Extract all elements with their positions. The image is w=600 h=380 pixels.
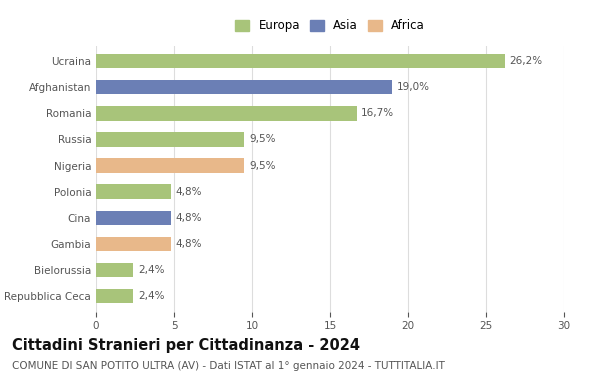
Bar bbox=[96, 106, 356, 120]
Bar bbox=[96, 263, 133, 277]
Text: 19,0%: 19,0% bbox=[397, 82, 430, 92]
Text: 2,4%: 2,4% bbox=[138, 265, 164, 275]
Bar bbox=[96, 132, 244, 147]
Text: 4,8%: 4,8% bbox=[176, 213, 202, 223]
Bar bbox=[96, 289, 133, 303]
Text: 2,4%: 2,4% bbox=[138, 291, 164, 301]
Text: 9,5%: 9,5% bbox=[249, 135, 275, 144]
Text: 4,8%: 4,8% bbox=[176, 187, 202, 196]
Bar bbox=[96, 80, 392, 95]
Bar bbox=[96, 54, 505, 68]
Text: 4,8%: 4,8% bbox=[176, 239, 202, 249]
Text: 9,5%: 9,5% bbox=[249, 161, 275, 171]
Text: 26,2%: 26,2% bbox=[509, 56, 542, 66]
Text: COMUNE DI SAN POTITO ULTRA (AV) - Dati ISTAT al 1° gennaio 2024 - TUTTITALIA.IT: COMUNE DI SAN POTITO ULTRA (AV) - Dati I… bbox=[12, 361, 445, 371]
Text: 16,7%: 16,7% bbox=[361, 108, 394, 119]
Bar bbox=[96, 158, 244, 173]
Bar bbox=[96, 211, 171, 225]
Legend: Europa, Asia, Africa: Europa, Asia, Africa bbox=[233, 17, 427, 35]
Text: Cittadini Stranieri per Cittadinanza - 2024: Cittadini Stranieri per Cittadinanza - 2… bbox=[12, 338, 360, 353]
Bar bbox=[96, 184, 171, 199]
Bar bbox=[96, 237, 171, 251]
